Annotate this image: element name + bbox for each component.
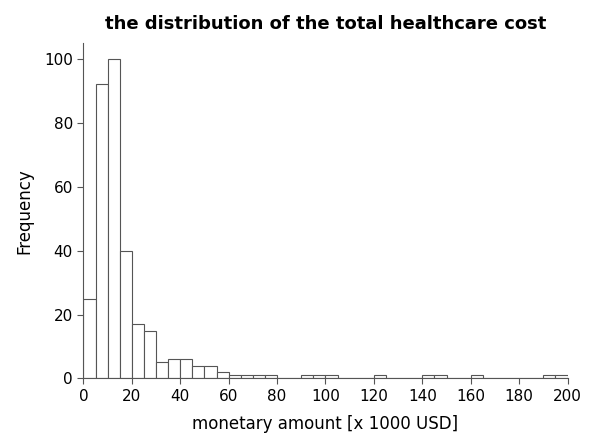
Bar [470, 375, 483, 379]
Bar [422, 375, 435, 379]
Bar [204, 366, 217, 379]
Bar [156, 362, 168, 379]
Bar [132, 324, 144, 379]
Bar [217, 372, 229, 379]
Bar [435, 375, 447, 379]
Title: the distribution of the total healthcare cost: the distribution of the total healthcare… [105, 15, 546, 33]
Bar [301, 375, 313, 379]
Bar [144, 331, 156, 379]
Bar [168, 359, 180, 379]
Bar [96, 84, 107, 379]
Y-axis label: Frequency: Frequency [15, 168, 33, 254]
Bar [555, 375, 568, 379]
Bar [253, 375, 265, 379]
Bar [107, 59, 120, 379]
Bar [84, 298, 96, 379]
Bar [325, 375, 337, 379]
Bar [229, 375, 241, 379]
Bar [192, 366, 204, 379]
Bar [265, 375, 277, 379]
X-axis label: monetary amount [x 1000 USD]: monetary amount [x 1000 USD] [192, 415, 458, 433]
Bar [120, 250, 132, 379]
Bar [313, 375, 325, 379]
Bar [543, 375, 555, 379]
Bar [374, 375, 386, 379]
Bar [241, 375, 253, 379]
Bar [180, 359, 192, 379]
